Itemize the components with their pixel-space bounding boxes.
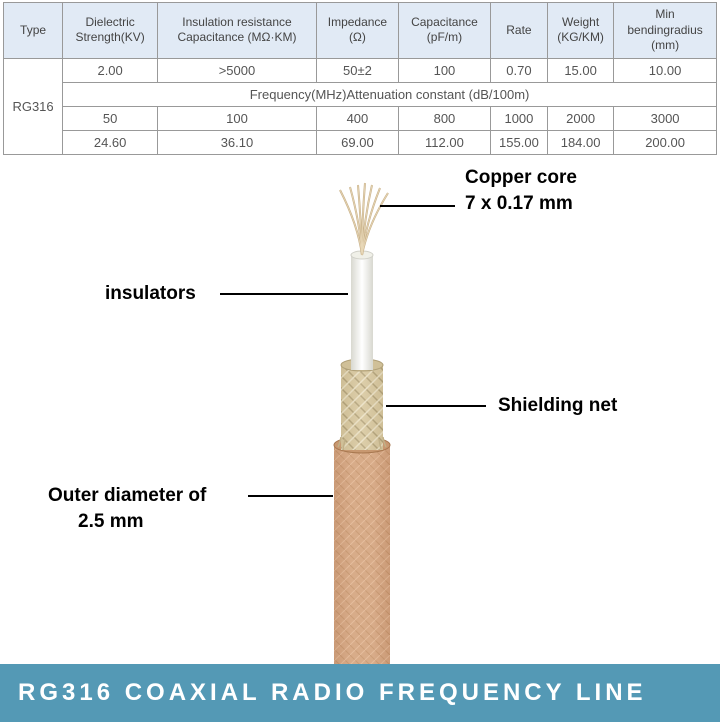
line-insulators	[220, 293, 348, 295]
r3c2: 36.10	[158, 130, 317, 154]
r3c3: 69.00	[316, 130, 398, 154]
r2c5: 1000	[490, 106, 547, 130]
r2c3: 400	[316, 106, 398, 130]
freq-header: Frequency(MHz)Attenuation constant (dB/1…	[63, 82, 717, 106]
r3c1: 24.60	[63, 130, 158, 154]
th-dielectric: DielectricStrength(KV)	[63, 3, 158, 59]
th-capacitance: Capacitance(pF/m)	[399, 3, 491, 59]
r1c5: 0.70	[490, 58, 547, 82]
type-cell: RG316	[4, 58, 63, 154]
th-insulation: Insulation resistanceCapacitance (MΩ·KM)	[158, 3, 317, 59]
r1c2: >5000	[158, 58, 317, 82]
title-banner: RG316 COAXIAL RADIO FREQUENCY LINE	[0, 664, 720, 722]
line-shield	[386, 405, 486, 407]
r2c4: 800	[399, 106, 491, 130]
th-weight: Weight(KG/KM)	[548, 3, 614, 59]
th-bend: Minbendingradius(mm)	[614, 3, 717, 59]
label-outer: Outer diameter of 2.5 mm	[48, 483, 206, 536]
r1c6: 15.00	[548, 58, 614, 82]
label-copper-core: Copper core 7 x 0.17 mm	[465, 165, 577, 218]
label-shielding: Shielding net	[498, 393, 617, 420]
r3c7: 200.00	[614, 130, 717, 154]
r2c7: 3000	[614, 106, 717, 130]
r3c4: 112.00	[399, 130, 491, 154]
r2c2: 100	[158, 106, 317, 130]
th-rate: Rate	[490, 3, 547, 59]
line-outer	[248, 495, 333, 497]
r3c6: 184.00	[548, 130, 614, 154]
cable-diagram: Copper core 7 x 0.17 mm insulators Shiel…	[0, 155, 720, 670]
th-type: Type	[4, 3, 63, 59]
r2c6: 2000	[548, 106, 614, 130]
spec-table: Type DielectricStrength(KV) Insulation r…	[3, 2, 717, 155]
r3c5: 155.00	[490, 130, 547, 154]
r1c1: 2.00	[63, 58, 158, 82]
r1c7: 10.00	[614, 58, 717, 82]
line-copper	[380, 205, 455, 207]
r1c4: 100	[399, 58, 491, 82]
th-impedance: Impedance(Ω)	[316, 3, 398, 59]
label-insulators: insulators	[105, 281, 196, 308]
r2c1: 50	[63, 106, 158, 130]
r1c3: 50±2	[316, 58, 398, 82]
